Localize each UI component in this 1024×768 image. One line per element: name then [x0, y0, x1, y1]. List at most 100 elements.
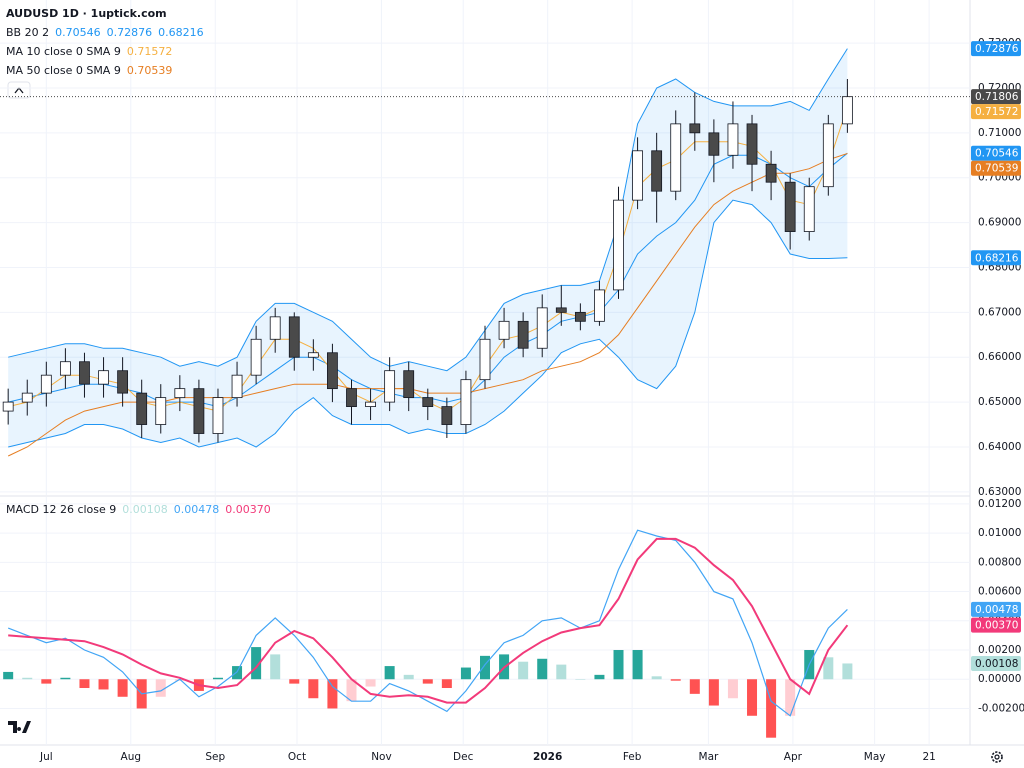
- price-badge-label: 0.00478: [975, 604, 1018, 616]
- legend-value: 0.71572: [126, 45, 173, 58]
- candle-body: [594, 289, 605, 322]
- histogram-bar: [79, 679, 90, 689]
- y-tick-label: 0.65000: [978, 396, 1021, 408]
- histogram-bar: [518, 661, 529, 680]
- candle-body: [841, 96, 853, 125]
- histogram-bar: [480, 655, 490, 680]
- legend-row: MA 50 close 0 SMA 9 0.70539: [6, 61, 210, 80]
- candle-body: [689, 123, 701, 134]
- histogram-bar: [212, 677, 223, 680]
- y-tick-label: 0.66000: [978, 351, 1021, 363]
- legend-row: BB 20 2 0.70546 0.72876 0.68216: [6, 23, 210, 42]
- candle-body: [117, 370, 129, 394]
- gear-outer[interactable]: [991, 751, 1003, 763]
- candle-body: [40, 374, 52, 394]
- histogram-bar: [346, 679, 357, 702]
- x-tick-label: Dec: [453, 751, 474, 763]
- candle-body: [59, 361, 71, 376]
- price-badge: [971, 160, 1021, 176]
- macd-legend: MACD 12 26 close 9 0.00108 0.00478 0.00370: [6, 503, 277, 516]
- histogram-bar: [3, 671, 14, 680]
- histogram-bar: [594, 674, 605, 680]
- price-badge: [971, 250, 1021, 266]
- price-badge: [971, 617, 1021, 633]
- x-tick-label: Feb: [623, 751, 642, 763]
- histogram-bar: [22, 677, 33, 680]
- histogram-bar: [270, 654, 281, 680]
- legend-value: 0.00108: [122, 503, 168, 516]
- candle-body: [632, 150, 643, 201]
- histogram-bar: [384, 666, 395, 680]
- candle-body: [21, 392, 33, 403]
- histogram-bar: [98, 679, 109, 690]
- histogram-bar: [289, 679, 300, 684]
- candle-body: [670, 123, 682, 192]
- x-tick-label: Oct: [288, 751, 306, 763]
- y-tick-label: 0.63000: [978, 486, 1021, 498]
- legend-value: 0.70539: [126, 64, 173, 77]
- candle-body: [460, 379, 472, 425]
- legend-value: 0.00370: [225, 503, 271, 516]
- y-tick-label: 0.01000: [978, 527, 1021, 539]
- histogram-bar: [613, 650, 624, 680]
- x-tick-label: May: [864, 751, 886, 763]
- legend-title-row: AUDUSD 1D · 1uptick.com: [6, 4, 210, 23]
- candle-body: [613, 199, 624, 291]
- histogram-bar: [41, 679, 52, 684]
- candle-body: [307, 352, 319, 358]
- logo-mark[interactable]: [8, 721, 31, 733]
- candle-body: [765, 163, 777, 183]
- candle-body: [288, 316, 300, 358]
- candle-body: [784, 181, 796, 232]
- candle-body: [346, 388, 357, 407]
- price-badge: [971, 601, 1021, 617]
- price-badge-label: 0.70539: [975, 163, 1018, 175]
- legend-value: 0.00478: [173, 503, 220, 516]
- plot: [0, 48, 970, 738]
- candle-body: [574, 311, 586, 322]
- candle-body: [422, 397, 434, 407]
- legend-label: MA 10 close 0 SMA 9: [6, 45, 121, 58]
- price-badge-label: 0.00370: [975, 620, 1018, 632]
- tv-logo[interactable]: [8, 721, 31, 733]
- collapse-button[interactable]: [7, 81, 31, 99]
- x-tick-label: Jul: [39, 751, 53, 763]
- symbol-title: AUDUSD 1D · 1uptick.com: [6, 7, 167, 20]
- candle-body: [479, 338, 491, 381]
- collapse-button-box[interactable]: [7, 81, 31, 99]
- axes: Jul Aug Sep Oct Nov Dec 2026 Feb Mar Apr May 21 0.63…: [39, 37, 1024, 763]
- histogram-bar: [422, 679, 433, 684]
- settings-button[interactable]: [991, 751, 1003, 763]
- candle-body: [803, 186, 815, 232]
- histogram-bar: [766, 679, 777, 738]
- y-tick-label: -0.00200: [978, 702, 1024, 714]
- histogram-bar: [403, 674, 414, 680]
- gear-inner[interactable]: [994, 754, 1000, 760]
- histogram-bar: [537, 658, 548, 680]
- legend-label: MACD 12 26 close 9: [6, 503, 117, 516]
- price-badge: [971, 41, 1021, 57]
- candle-body: [212, 397, 224, 434]
- histogram-bar: [708, 679, 719, 706]
- histogram-bar: [632, 650, 643, 680]
- histogram-bar: [823, 657, 834, 680]
- y-tick-label: 0.64000: [978, 441, 1021, 453]
- candle-body: [708, 132, 720, 156]
- macd-line: [8, 537, 849, 704]
- y-tick-label: 0.00600: [978, 586, 1021, 598]
- histogram-bar: [327, 679, 338, 709]
- y-tick-label: 0.01200: [978, 498, 1021, 510]
- y-tick-label: 0.00800: [978, 556, 1021, 568]
- macd-line: [7, 529, 848, 717]
- candle-body: [555, 307, 567, 313]
- candle-body: [746, 123, 758, 165]
- candle-body: [2, 401, 14, 412]
- histogram-bar: [60, 677, 71, 680]
- x-tick-label: 2026: [533, 751, 562, 763]
- price-badge: [971, 145, 1021, 161]
- price-badge-label: 0.71572: [975, 106, 1018, 118]
- candle-body: [250, 338, 262, 376]
- legend-value: 0.70546: [55, 26, 101, 39]
- histogram-bar: [460, 667, 471, 680]
